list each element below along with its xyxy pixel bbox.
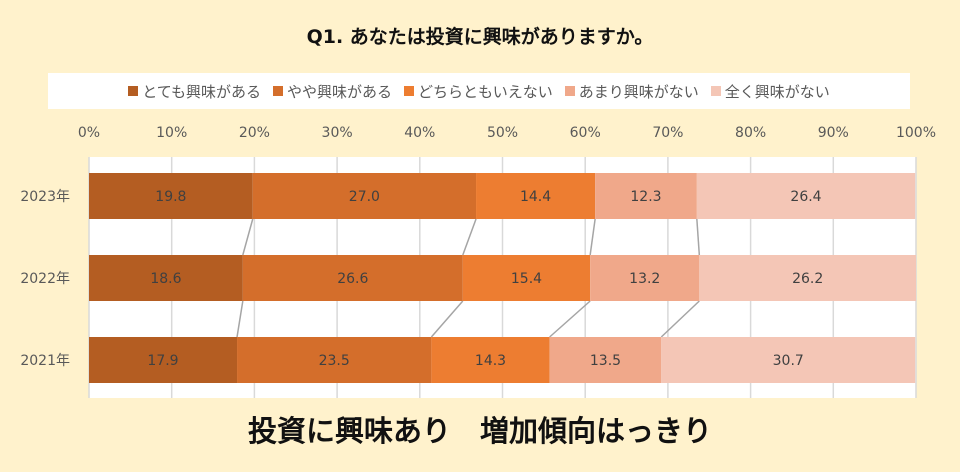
legend-item: あまり興味がない xyxy=(564,81,699,102)
legend-item: 全く興味がない xyxy=(710,81,830,102)
data-label: 23.5 xyxy=(319,353,350,369)
legend-label: あまり興味がない xyxy=(578,82,699,101)
bar-segment xyxy=(696,173,916,219)
data-label: 14.3 xyxy=(475,353,506,369)
bar-segment xyxy=(476,173,596,219)
series-line xyxy=(236,300,244,338)
series-line xyxy=(660,300,700,338)
series-line xyxy=(430,300,464,338)
legend-label: 全く興味がない xyxy=(724,82,830,101)
data-label: 18.6 xyxy=(150,271,181,287)
series-line xyxy=(549,300,591,338)
data-label: 13.2 xyxy=(629,271,660,287)
legend-label: やや興味がある xyxy=(287,82,393,101)
bar-segment xyxy=(89,173,253,219)
y-category-label: 2023年 xyxy=(20,189,70,205)
legend-label: とても興味がある xyxy=(142,82,262,101)
chart-title: Q1. あなたは投資に興味がありますか。 xyxy=(306,26,654,48)
chart-caption: 投資に興味あり 増加傾向はっきり xyxy=(247,414,712,448)
data-label: 26.4 xyxy=(790,189,821,205)
bar-segment xyxy=(242,255,463,301)
y-category-label: 2021年 xyxy=(20,353,70,369)
bar-segment xyxy=(661,337,916,383)
x-tick-label: 20% xyxy=(239,125,270,141)
data-label: 14.4 xyxy=(520,189,551,205)
x-tick-label: 10% xyxy=(156,125,187,141)
data-label: 19.8 xyxy=(155,189,186,205)
legend-swatch xyxy=(273,86,284,96)
legend-swatch xyxy=(404,86,415,96)
data-label: 13.5 xyxy=(590,353,621,369)
data-label: 17.9 xyxy=(147,353,178,369)
x-tick-label: 100% xyxy=(896,125,936,141)
bar-segment xyxy=(89,337,238,383)
bar-segment xyxy=(699,255,916,301)
bar-segment xyxy=(89,255,243,301)
bar-segment xyxy=(590,255,700,301)
legend-swatch xyxy=(710,86,721,96)
legend-item: とても興味がある xyxy=(128,81,261,102)
series-line xyxy=(589,218,596,256)
x-tick-label: 70% xyxy=(652,125,683,141)
series-line xyxy=(462,218,477,256)
bar-segment xyxy=(431,337,550,383)
bar-segment xyxy=(462,255,591,301)
legend-swatch xyxy=(128,86,139,96)
data-label: 12.3 xyxy=(630,189,661,205)
series-line xyxy=(696,218,701,256)
x-tick-label: 60% xyxy=(570,125,601,141)
x-tick-label: 0% xyxy=(78,125,100,141)
bar-segment xyxy=(252,173,477,219)
legend-label: どちらともいえない xyxy=(418,82,553,101)
bar-segment xyxy=(549,337,662,383)
bar-segment xyxy=(595,173,697,219)
data-label: 15.4 xyxy=(511,271,542,287)
legend-swatch xyxy=(564,86,575,96)
legend-item: どちらともいえない xyxy=(404,81,553,102)
y-category-label: 2022年 xyxy=(20,271,70,287)
x-tick-label: 40% xyxy=(404,125,435,141)
x-tick-label: 50% xyxy=(487,125,518,141)
x-tick-label: 30% xyxy=(322,125,353,141)
legend: とても興味がある やや興味がある どちらともいえない あまり興味がない 全く興味がない xyxy=(48,73,910,109)
legend-item: やや興味がある xyxy=(273,81,392,102)
series-line xyxy=(242,218,254,256)
data-label: 30.7 xyxy=(773,353,804,369)
data-label: 27.0 xyxy=(349,189,380,205)
x-tick-label: 90% xyxy=(818,125,849,141)
data-label: 26.2 xyxy=(792,271,823,287)
bar-segment xyxy=(237,337,432,383)
data-label: 26.6 xyxy=(337,271,368,287)
x-tick-label: 80% xyxy=(735,125,766,141)
